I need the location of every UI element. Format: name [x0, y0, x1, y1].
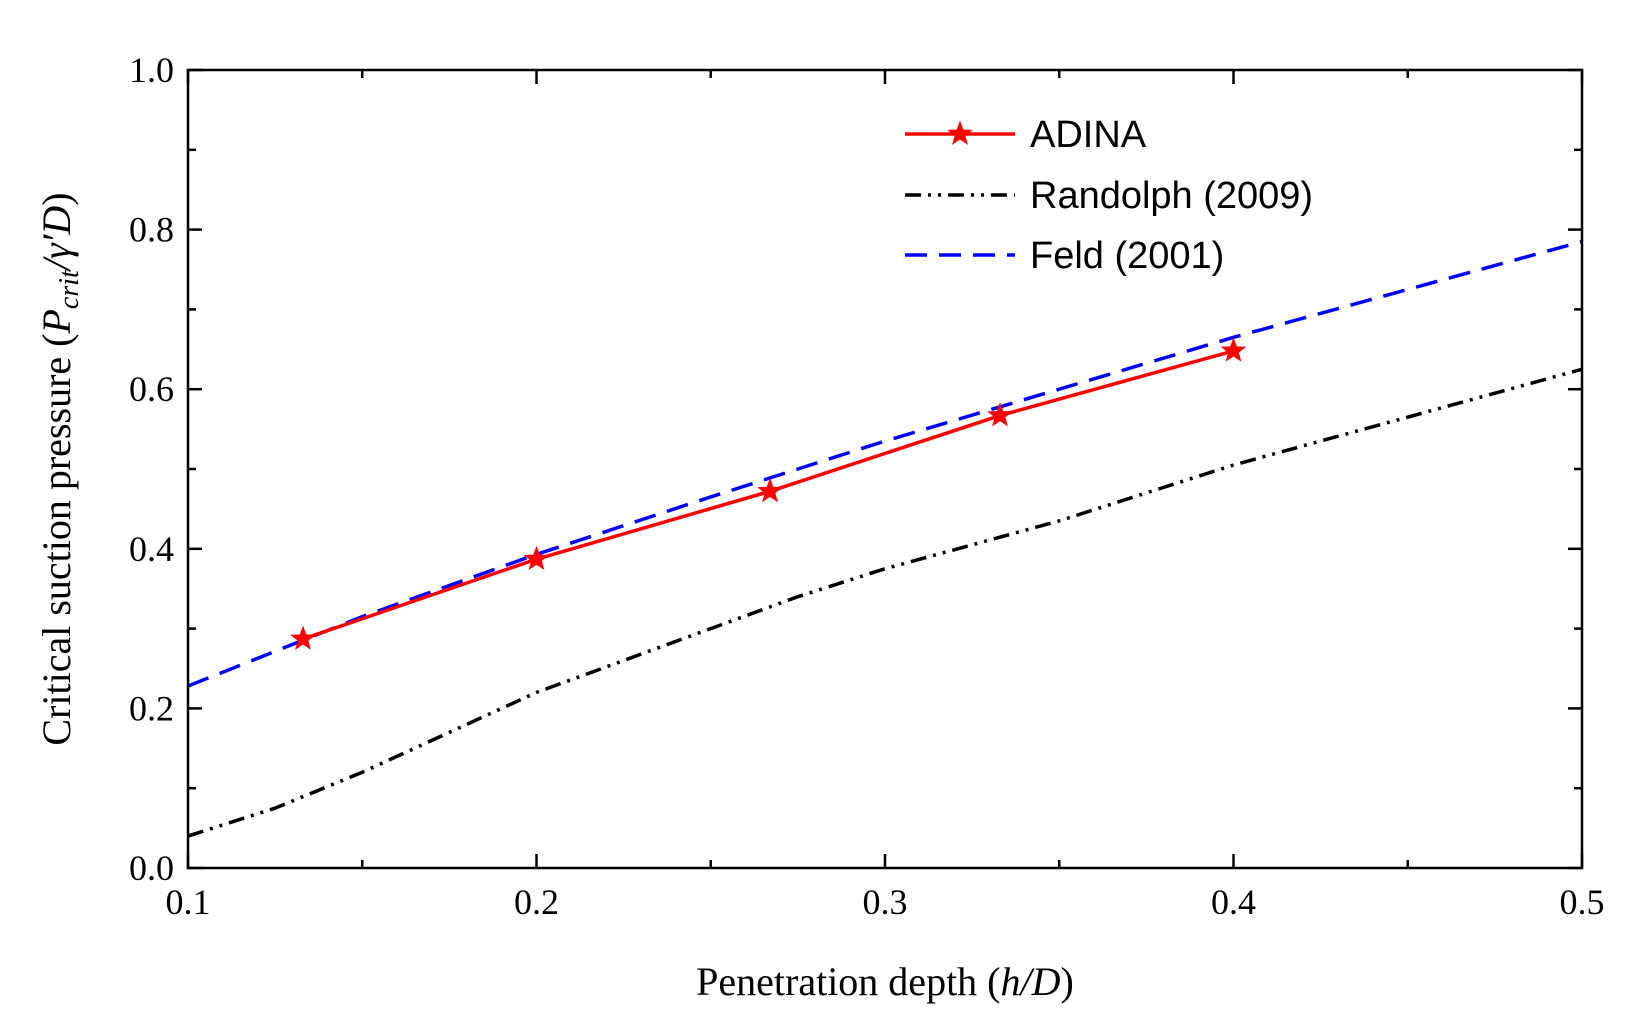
x-title-var-h: h: [1001, 959, 1021, 1004]
y-title-var-gamma-d: γ′D: [34, 206, 79, 260]
tick-marks-layer: [186, 68, 1584, 870]
tick-labels-layer: 0.1 0.2 0.3 0.4 0.5 0.0 0.2 0.4 0.6 0.8 1.0: [129, 50, 1605, 922]
y-tick-label: 1.0: [129, 50, 174, 90]
y-tick-label: 0.8: [129, 210, 174, 250]
y-tick-label: 0.4: [129, 529, 174, 569]
x-title-prefix: Penetration depth (: [696, 959, 1000, 1004]
legend: ADINA Randolph (2009) Feld (2001): [905, 114, 1313, 277]
x-tick-label: 0.3: [863, 882, 908, 922]
x-title-var-d: D: [1031, 959, 1061, 1004]
y-title-subscript-crit: crit: [54, 269, 85, 309]
data-point-adina: [987, 402, 1013, 427]
x-tick-label: 0.2: [514, 882, 559, 922]
y-tick-label: 0.6: [129, 369, 174, 409]
legend-marker-adina: [947, 120, 973, 145]
y-title-slash: /: [34, 255, 79, 272]
y-title-var-p: P: [34, 309, 79, 334]
y-tick-label: 0.2: [129, 688, 174, 728]
data-point-adina: [757, 477, 783, 503]
x-title-slash: /: [1019, 959, 1036, 1004]
plot-frame: [186, 68, 1584, 870]
y-tick-label: 0.0: [129, 848, 174, 888]
y-title-prefix: Critical suction pressure (: [34, 334, 79, 746]
data-point-adina: [523, 545, 550, 571]
legend-label-randolph-2009: Randolph (2009): [1030, 175, 1313, 217]
y-axis-title: Critical suction pressure (Pcrit/γ′D): [34, 192, 85, 745]
series-layer: [187, 239, 1583, 838]
x-tick-label: 0.4: [1211, 882, 1256, 922]
y-title-suffix: ): [34, 192, 79, 205]
x-axis-title: Penetration depth (h/D): [696, 959, 1074, 1004]
legend-label-feld-2001: Feld (2001): [1030, 235, 1224, 277]
x-title-suffix: ): [1061, 959, 1074, 1004]
data-point-adina: [1220, 337, 1247, 362]
data-point-adina: [290, 625, 316, 650]
x-tick-label: 0.1: [166, 882, 211, 922]
legend-label-adina: ADINA: [1030, 114, 1147, 156]
x-tick-label: 0.5: [1560, 882, 1605, 922]
series-line-randolph-2009: [187, 367, 1583, 838]
series-line-feld-2001: [187, 239, 1583, 688]
